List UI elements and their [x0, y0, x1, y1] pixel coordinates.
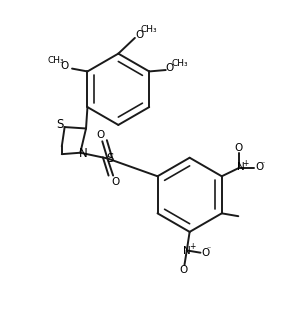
- Text: O: O: [179, 265, 188, 275]
- Text: +: +: [242, 159, 249, 168]
- Text: +: +: [189, 242, 195, 251]
- Text: S: S: [56, 118, 63, 131]
- Text: CH₃: CH₃: [48, 56, 65, 65]
- Text: N: N: [237, 162, 245, 172]
- Text: O: O: [202, 248, 210, 258]
- Text: ⁻: ⁻: [207, 245, 211, 254]
- Text: CH₃: CH₃: [141, 25, 158, 34]
- Text: CH₃: CH₃: [172, 59, 188, 68]
- Text: O: O: [111, 177, 120, 187]
- Text: N: N: [79, 147, 88, 160]
- Text: O: O: [165, 63, 174, 73]
- Text: O: O: [135, 29, 143, 40]
- Text: N: N: [183, 246, 191, 256]
- Text: O: O: [255, 162, 264, 172]
- Text: O: O: [96, 130, 104, 140]
- Text: O: O: [235, 143, 243, 153]
- Text: S: S: [106, 152, 113, 165]
- Text: ⁻: ⁻: [261, 159, 265, 168]
- Text: O: O: [60, 61, 68, 71]
